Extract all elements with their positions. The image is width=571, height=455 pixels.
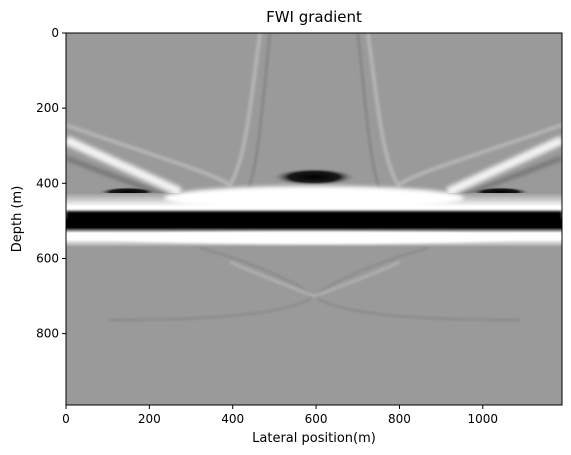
x-tick-label: 400 — [221, 412, 244, 426]
arc-right-outer — [366, 33, 562, 188]
arc-left-inner — [247, 33, 271, 191]
streak-left — [66, 135, 182, 197]
x-axis: 0 200 400 600 800 1000 — [62, 405, 498, 426]
y-axis: 0 200 400 600 800 — [36, 26, 66, 341]
lower-arcs — [107, 247, 521, 321]
lower-arc-1 — [199, 247, 521, 321]
plot-frame — [65, 32, 563, 406]
x-tick-label: 1000 — [468, 412, 499, 426]
reflector-white-lower-bulge — [114, 232, 514, 244]
chart-title: FWI gradient — [266, 8, 362, 26]
x-axis-label: Lateral position(m) — [252, 431, 376, 446]
y-tick-label: 600 — [36, 251, 59, 265]
streak-right — [446, 135, 562, 197]
reflector-white-bulge — [164, 186, 464, 210]
y-tick-label: 200 — [36, 101, 59, 115]
arc-right-inner — [357, 33, 381, 191]
plot-area — [66, 33, 562, 405]
y-tick-label: 400 — [36, 176, 59, 190]
x-tick-label: 0 — [62, 412, 70, 426]
lower-arc-2 — [107, 247, 429, 321]
reflector-black-core — [66, 211, 562, 225]
y-axis-label: Depth (m) — [10, 186, 25, 253]
lower-arc-3 — [229, 260, 401, 298]
dark-spot-center — [272, 168, 356, 186]
x-tick-label: 800 — [388, 412, 411, 426]
arc-left-outer — [66, 33, 262, 188]
diffraction-arcs — [66, 33, 562, 191]
x-tick-label: 200 — [138, 412, 161, 426]
y-tick-label: 0 — [51, 26, 59, 40]
x-tick-label: 600 — [305, 412, 328, 426]
y-tick-label: 800 — [36, 327, 59, 341]
